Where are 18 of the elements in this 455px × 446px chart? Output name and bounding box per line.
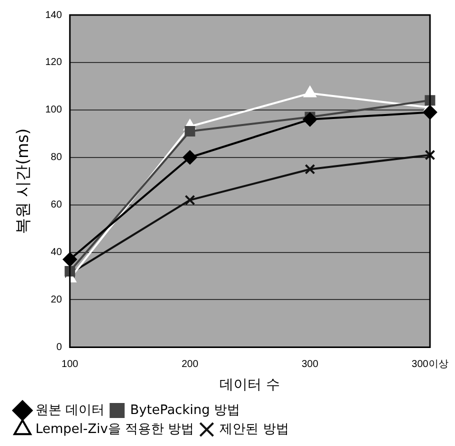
x-tick-label: 300 [302, 358, 319, 370]
legend-label: BytePacking 방법 [130, 402, 240, 418]
y-tick-label: 80 [50, 152, 62, 164]
y-tick-label: 60 [50, 200, 62, 211]
x-axis-title: 데이터 수 [220, 377, 280, 394]
x-tick-label: 100 [62, 358, 79, 370]
legend-label: Lempel-Ziv을 적용한 방법 [36, 422, 194, 437]
x-tick-label: 200 [182, 358, 199, 370]
y-tick-label: 120 [45, 57, 62, 68]
y-axis-title: 복원 시간(ms) [12, 128, 32, 234]
legend-label: 원본 데이터 [36, 402, 105, 418]
y-tick-label: 0 [56, 342, 62, 353]
x-tick-label: 300이상 [412, 358, 448, 370]
y-tick-label: 20 [50, 294, 62, 306]
y-tick-label: 140 [45, 10, 62, 21]
y-tick-label: 40 [50, 247, 62, 258]
y-tick-label: 100 [45, 104, 62, 116]
legend-label: 제안된 방법 [220, 422, 289, 437]
